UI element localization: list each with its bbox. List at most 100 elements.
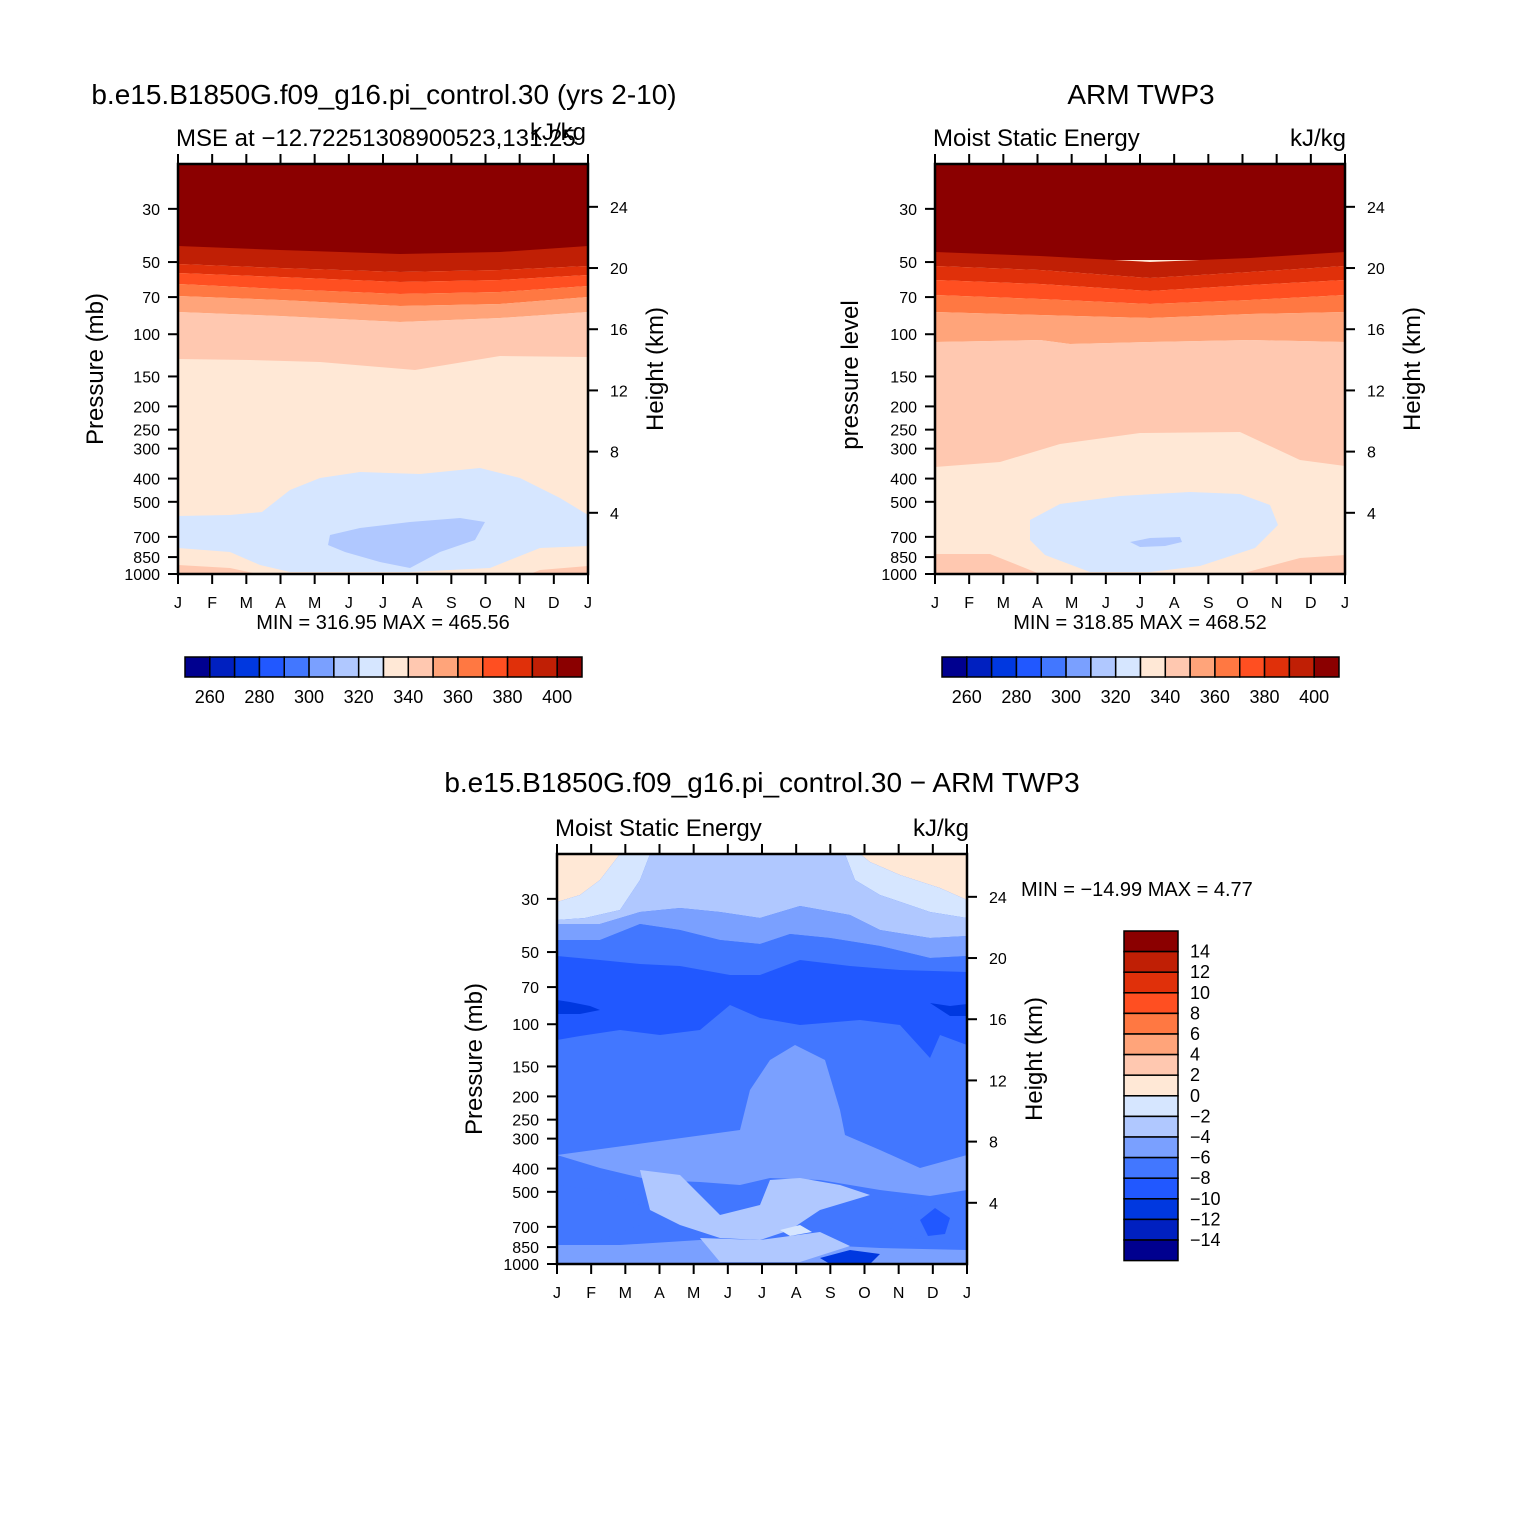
x-tick-label: N: [893, 1285, 905, 1302]
x-tick-label: M: [997, 595, 1010, 612]
colorbar-swatch: [1123, 1095, 1179, 1118]
colorbar-swatch: [1040, 656, 1067, 678]
y-tick-label: 200: [512, 1089, 539, 1106]
y-tick-label: 200: [133, 399, 160, 416]
colorbar-label: −6: [1190, 1148, 1211, 1168]
panel-3-contour-field: [557, 854, 967, 1264]
colorbar-swatch: [1139, 656, 1167, 678]
p3-band-m10-floor: [820, 1250, 880, 1264]
p2-band-390: [935, 266, 1345, 291]
colorbar-swatch: [1123, 1239, 1179, 1262]
colorbar-label: −12: [1190, 1209, 1221, 1229]
p3-band-m6: [557, 924, 967, 975]
y2-tick-label: 20: [610, 261, 628, 278]
p3-band-m4: [557, 906, 967, 958]
y-tick-label: 150: [512, 1059, 539, 1076]
x-tick-label: D: [548, 595, 560, 612]
p3-band-m8-spot: [920, 1208, 950, 1236]
colorbar-label: 260: [952, 687, 982, 707]
y-tick-label: 300: [133, 442, 160, 459]
p3-band-pos-right: [860, 854, 967, 900]
y-tick-label: 200: [890, 399, 917, 416]
x-tick-label: M: [687, 1285, 700, 1302]
colorbar-swatch: [258, 656, 285, 678]
colorbar-swatch: [357, 656, 385, 678]
colorbar-label: −10: [1190, 1189, 1221, 1209]
panel-1-y2label: Height (km): [642, 307, 669, 431]
x-tick-label: J: [553, 1285, 561, 1302]
colorbar-swatch: [556, 656, 583, 678]
p3-band-m10: [557, 1000, 600, 1014]
colorbar-swatch: [1123, 992, 1179, 1015]
panel-1-title: b.e15.B1850G.f09_g16.pi_control.30 (yrs …: [91, 79, 676, 110]
colorbar-label: 10: [1190, 983, 1210, 1003]
x-tick-label: F: [207, 595, 217, 612]
y-tick-label: 100: [890, 327, 917, 344]
panel-1-colorbar: 260 280 300 320 340 360 380 400: [184, 656, 583, 707]
x-tick-label: S: [446, 595, 457, 612]
y-tick-label: 30: [899, 202, 917, 219]
p1-band-310-core: [328, 518, 485, 568]
colorbar-label: 280: [1001, 687, 1031, 707]
y-tick-label: 150: [133, 369, 160, 386]
colorbar-swatch: [457, 656, 484, 678]
y-tick-label: 400: [890, 472, 917, 489]
y-tick-label: 50: [899, 255, 917, 272]
y-tick-label: 700: [512, 1220, 539, 1237]
panel-3-y2label: Height (km): [1021, 997, 1048, 1121]
p1-band-320-low: [178, 468, 588, 572]
panel-2-y2label: Height (km): [1399, 307, 1426, 431]
p1-band-370: [178, 284, 588, 306]
colorbar-swatch: [506, 656, 534, 678]
colorbar-swatch: [941, 656, 968, 678]
p1-band-400: [178, 246, 588, 272]
panel-3-title: b.e15.B1850G.f09_g16.pi_control.30 − ARM…: [444, 767, 1079, 798]
panel-diff: b.e15.B1850G.f09_g16.pi_control.30 − ARM…: [444, 767, 1252, 1302]
y2-tick-label: 16: [1367, 322, 1385, 339]
colorbar-label: −8: [1190, 1168, 1211, 1188]
x-tick-label: N: [1271, 595, 1283, 612]
p1-band-360: [178, 296, 588, 322]
p2-band-360: [935, 312, 1345, 344]
y-tick-label: 500: [512, 1185, 539, 1202]
x-tick-label: D: [1305, 595, 1317, 612]
panel-1-ylabel: Pressure (mb): [82, 293, 109, 445]
colorbar-label: 340: [1150, 687, 1180, 707]
y2-tick-label: 20: [1367, 261, 1385, 278]
y-tick-label: 850: [890, 550, 917, 567]
panel-3-units: kJ/kg: [913, 815, 969, 842]
x-tick-label: M: [1065, 595, 1078, 612]
y-tick-label: 500: [890, 495, 917, 512]
x-tick-label: A: [1169, 595, 1180, 612]
x-tick-label: N: [514, 595, 526, 612]
panel-2-ylabel: pressure level: [837, 300, 864, 449]
colorbar-swatch: [1239, 656, 1266, 678]
x-tick-label: F: [964, 595, 974, 612]
p1-band-top: [178, 164, 588, 254]
y-tick-label: 150: [890, 369, 917, 386]
y2-tick-label: 8: [1367, 445, 1376, 462]
panel-1-contour-field: [178, 164, 588, 574]
colorbar-label: 0: [1190, 1086, 1200, 1106]
colorbar-swatch: [1214, 656, 1241, 678]
y-tick-label: 100: [133, 327, 160, 344]
p2-band-330-ground: [935, 554, 1040, 574]
colorbar-swatch: [1123, 1115, 1179, 1138]
colorbar-label: 380: [1250, 687, 1280, 707]
colorbar-label: −2: [1190, 1106, 1211, 1126]
colorbar-swatch: [1123, 1177, 1179, 1200]
panel-3-ylabel: Pressure (mb): [461, 983, 488, 1135]
p2-band-320: [1030, 492, 1278, 572]
colorbar-swatch: [1015, 656, 1042, 678]
y-tick-label: 30: [521, 892, 539, 909]
x-tick-label: A: [412, 595, 423, 612]
colorbar-swatch: [233, 656, 261, 678]
colorbar-label: 2: [1190, 1065, 1200, 1085]
p2-band-370: [935, 295, 1345, 318]
y-tick-label: 250: [890, 423, 917, 440]
p3-band-m2: [557, 854, 967, 938]
panel-1-subtitle: MSE at −12.72251308900523,131.25: [176, 125, 576, 152]
colorbar-swatch: [333, 656, 360, 678]
colorbar-swatch: [1263, 656, 1291, 678]
